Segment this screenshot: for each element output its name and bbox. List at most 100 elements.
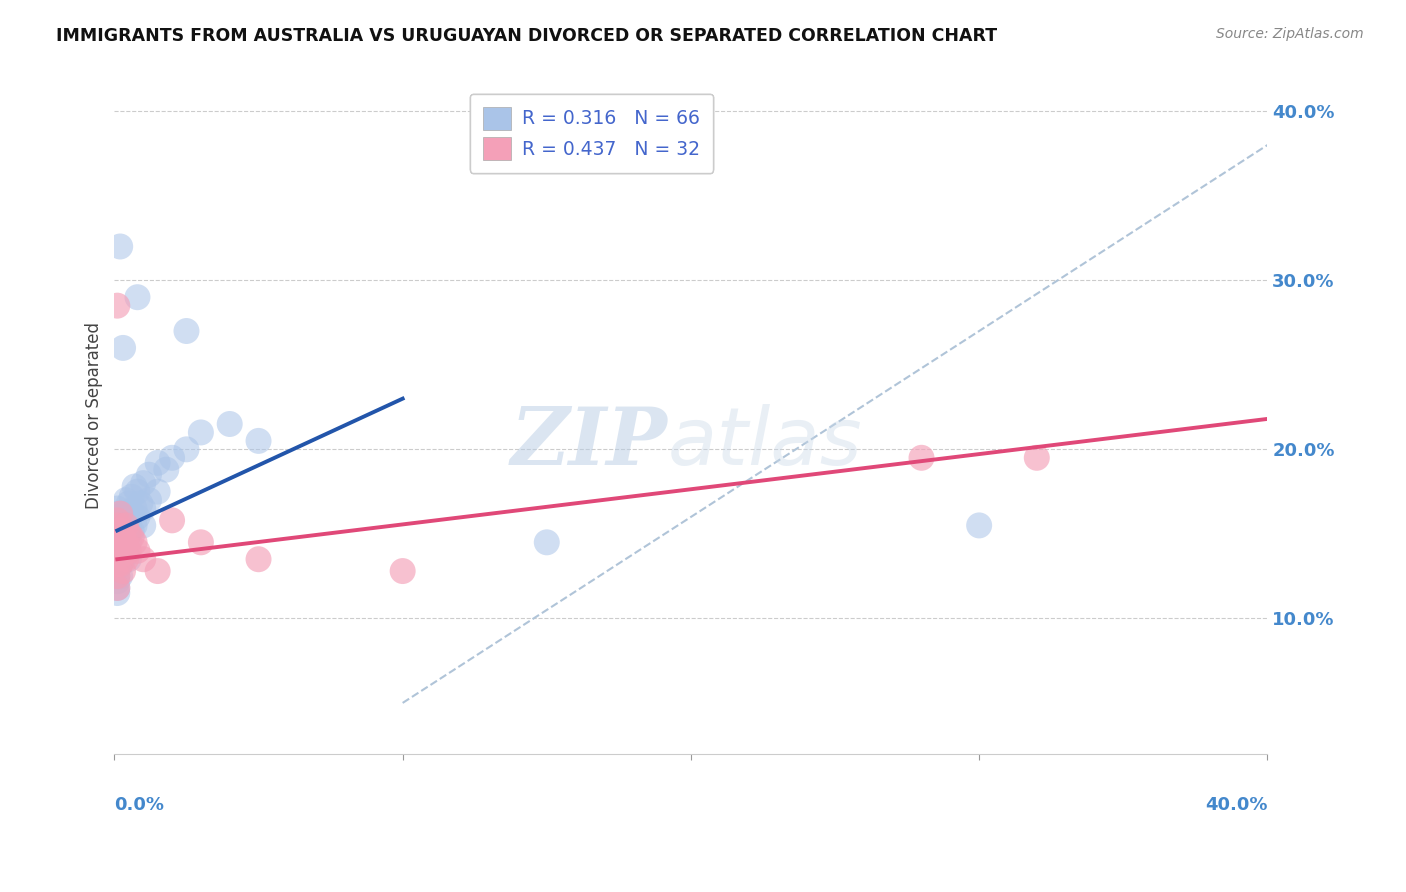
Point: [112, 530, 135, 544]
Point: [105, 558, 128, 572]
Point: [105, 569, 128, 583]
Point: [132, 476, 155, 491]
Point: [115, 535, 138, 549]
Point: [108, 535, 131, 549]
Point: [105, 560, 128, 574]
Point: [121, 507, 143, 521]
Point: [127, 543, 149, 558]
Point: [118, 552, 141, 566]
Point: [160, 513, 183, 527]
Point: [105, 527, 128, 541]
Point: [105, 530, 128, 544]
Point: [105, 574, 128, 589]
Point: [105, 543, 128, 558]
Point: [105, 299, 128, 313]
Point: [108, 547, 131, 561]
Point: [124, 479, 146, 493]
Point: [112, 341, 135, 355]
Point: [146, 564, 169, 578]
Point: [105, 510, 128, 524]
Point: [105, 586, 128, 600]
Point: [1025, 450, 1047, 465]
Point: [108, 518, 131, 533]
Point: [115, 552, 138, 566]
Legend: R = 0.316   N = 66, R = 0.437   N = 32: R = 0.316 N = 66, R = 0.437 N = 32: [470, 94, 713, 173]
Point: [118, 496, 141, 510]
Point: [536, 535, 558, 549]
Point: [105, 558, 128, 572]
Point: [112, 547, 135, 561]
Point: [160, 450, 183, 465]
Text: Source: ZipAtlas.com: Source: ZipAtlas.com: [1216, 27, 1364, 41]
Point: [112, 527, 135, 541]
Point: [132, 518, 155, 533]
Point: [132, 501, 155, 516]
Point: [247, 434, 270, 448]
Point: [105, 569, 128, 583]
Point: [105, 518, 128, 533]
Point: [105, 513, 128, 527]
Point: [121, 490, 143, 504]
Point: [176, 324, 198, 338]
Point: [108, 558, 131, 572]
Text: atlas: atlas: [668, 403, 863, 482]
Point: [105, 513, 128, 527]
Point: [115, 507, 138, 521]
Point: [127, 484, 149, 499]
Point: [112, 552, 135, 566]
Point: [108, 524, 131, 538]
Text: 0.0%: 0.0%: [114, 796, 165, 814]
Point: [115, 547, 138, 561]
Point: [127, 290, 149, 304]
Point: [247, 552, 270, 566]
Point: [155, 462, 177, 476]
Point: [218, 417, 240, 431]
Point: [105, 564, 128, 578]
Point: [115, 530, 138, 544]
Point: [124, 501, 146, 516]
Point: [115, 493, 138, 508]
Point: [124, 518, 146, 533]
Point: [108, 569, 131, 583]
Point: [124, 535, 146, 549]
Point: [118, 543, 141, 558]
Point: [105, 581, 128, 595]
Text: ZIP: ZIP: [510, 404, 668, 482]
Point: [105, 524, 128, 538]
Point: [118, 527, 141, 541]
Point: [105, 530, 128, 544]
Point: [105, 535, 128, 549]
Point: [105, 518, 128, 533]
Point: [105, 581, 128, 595]
Point: [967, 518, 990, 533]
Point: [127, 510, 149, 524]
Point: [108, 510, 131, 524]
Y-axis label: Divorced or Separated: Divorced or Separated: [86, 322, 103, 509]
Text: 40.0%: 40.0%: [1205, 796, 1267, 814]
Point: [391, 564, 413, 578]
Point: [115, 518, 138, 533]
Point: [112, 564, 135, 578]
Point: [121, 530, 143, 544]
Point: [138, 467, 160, 482]
Point: [105, 501, 128, 516]
Point: [105, 543, 128, 558]
Point: [108, 558, 131, 572]
Point: [105, 541, 128, 555]
Point: [112, 513, 135, 527]
Point: [108, 530, 131, 544]
Point: [129, 496, 152, 510]
Point: [105, 552, 128, 566]
Point: [132, 552, 155, 566]
Point: [112, 541, 135, 555]
Point: [118, 535, 141, 549]
Point: [108, 541, 131, 555]
Text: IMMIGRANTS FROM AUSTRALIA VS URUGUAYAN DIVORCED OR SEPARATED CORRELATION CHART: IMMIGRANTS FROM AUSTRALIA VS URUGUAYAN D…: [56, 27, 997, 45]
Point: [121, 524, 143, 538]
Point: [108, 543, 131, 558]
Point: [910, 450, 932, 465]
Point: [105, 547, 128, 561]
Point: [138, 493, 160, 508]
Point: [108, 239, 131, 253]
Point: [146, 484, 169, 499]
